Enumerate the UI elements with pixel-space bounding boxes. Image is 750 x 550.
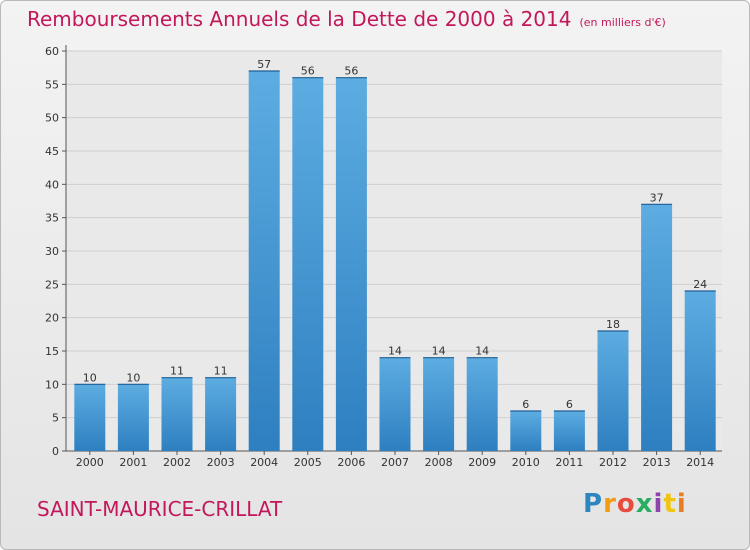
data-label-2011: 6 [566, 398, 573, 411]
bar-2010 [510, 411, 542, 451]
data-label-2012: 18 [606, 318, 620, 331]
data-label-2008: 14 [432, 345, 446, 358]
x-tick-label-2011: 2011 [555, 456, 583, 469]
y-tick-label: 30 [45, 245, 59, 258]
data-label-2013: 37 [650, 191, 664, 204]
data-label-2014: 24 [693, 278, 707, 291]
bar-2009 [466, 357, 498, 451]
y-tick-label: 60 [45, 45, 59, 58]
logo-letter: x [635, 489, 654, 519]
bar-2005 [292, 77, 324, 452]
bar-2006 [335, 77, 367, 452]
y-tick-label: 25 [45, 278, 59, 291]
data-label-2000: 10 [83, 371, 97, 384]
y-tick-label: 45 [45, 145, 59, 158]
bar-2008 [423, 357, 455, 451]
commune-name: SAINT-MAURICE-CRILLAT [37, 497, 283, 521]
x-tick-label-2004: 2004 [250, 456, 278, 469]
logo-letter: t [663, 489, 677, 519]
x-tick-label-2009: 2009 [468, 456, 496, 469]
data-label-2003: 11 [214, 365, 228, 378]
x-tick-label-2001: 2001 [119, 456, 147, 469]
logo-letter: i [676, 489, 687, 519]
y-tick-label: 40 [45, 178, 59, 191]
data-label-2010: 6 [522, 398, 529, 411]
logo-letter: r [603, 489, 617, 519]
data-label-2009: 14 [475, 345, 489, 358]
data-label-2001: 10 [126, 371, 140, 384]
x-tick-label-2003: 2003 [207, 456, 235, 469]
data-label-2002: 11 [170, 365, 184, 378]
y-tick-label: 0 [52, 445, 59, 458]
title-text: Remboursements Annuels de la Dette de 20… [27, 7, 572, 31]
data-label-2005: 56 [301, 65, 315, 78]
bar-2013 [641, 204, 673, 451]
bar-2014 [684, 291, 716, 451]
proxiti-logo: Proxiti [583, 489, 687, 519]
y-tick-label: 20 [45, 312, 59, 325]
bar-2011 [553, 411, 585, 451]
x-tick-label-2007: 2007 [381, 456, 409, 469]
y-tick-label: 50 [45, 112, 59, 125]
chart-title: Remboursements Annuels de la Dette de 20… [27, 7, 666, 31]
y-tick-label: 15 [45, 345, 59, 358]
x-tick-label-2006: 2006 [337, 456, 365, 469]
bar-2002 [161, 377, 193, 451]
x-tick-label-2010: 2010 [512, 456, 540, 469]
x-tick-label-2000: 2000 [76, 456, 104, 469]
y-tick-label: 5 [52, 412, 59, 425]
data-label-2006: 56 [344, 65, 358, 78]
bar-2012 [597, 331, 629, 451]
data-label-2007: 14 [388, 345, 402, 358]
x-tick-label-2012: 2012 [599, 456, 627, 469]
bar-2004 [248, 71, 280, 451]
x-tick-label-2005: 2005 [294, 456, 322, 469]
x-tick-label-2008: 2008 [425, 456, 453, 469]
bar-2003 [205, 377, 237, 451]
bar-2001 [117, 384, 149, 451]
logo-letter: P [583, 489, 604, 519]
x-tick-label-2013: 2013 [643, 456, 671, 469]
data-label-2004: 57 [257, 58, 271, 71]
logo-letter: i [653, 489, 664, 519]
y-tick-label: 55 [45, 78, 59, 91]
x-tick-label-2002: 2002 [163, 456, 191, 469]
bar-2007 [379, 357, 411, 451]
x-tick-label-2014: 2014 [686, 456, 714, 469]
y-tick-label: 10 [45, 378, 59, 391]
unit-note: (en milliers d'€) [579, 16, 666, 29]
y-tick-label: 35 [45, 212, 59, 225]
logo-letter: o [616, 489, 636, 519]
bar-2000 [74, 384, 106, 451]
